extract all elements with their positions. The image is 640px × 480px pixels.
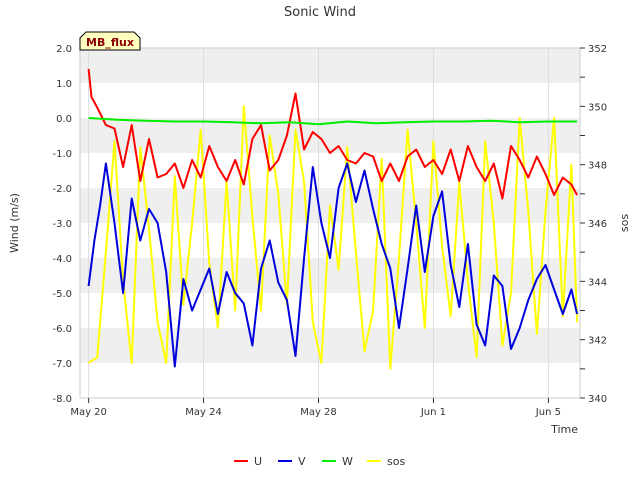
- legend-label: sos: [387, 455, 405, 468]
- y2-tick-label: 342: [588, 336, 607, 347]
- x-tick-label: May 20: [70, 407, 107, 418]
- x-axis-ticks: May 20 May 24 May 28 Jun 1 Jun 5: [70, 398, 561, 418]
- chart-title: Sonic Wind: [284, 5, 356, 20]
- y-tick-label: 2.0: [56, 44, 72, 55]
- y-tick-label: 1.0: [56, 79, 72, 90]
- badge-box: [79, 31, 141, 51]
- y-tick-label: -1.0: [52, 149, 72, 160]
- series-line-sos: [88, 105, 579, 370]
- grid-band: [80, 48, 580, 83]
- legend-item-u: U: [234, 455, 262, 468]
- legend-item-sos: sos: [367, 455, 405, 468]
- y-tick-label: -6.0: [52, 324, 72, 335]
- y-tick-label: -5.0: [52, 289, 72, 300]
- series-line-u: [87, 68, 578, 200]
- y2-tick-label: 344: [588, 277, 607, 288]
- badge: MB_flux: [79, 31, 141, 51]
- x-tick-label: May 24: [185, 407, 222, 418]
- y2-tick-label: 340: [588, 394, 607, 405]
- y2-axis-ticks: 352 350 348 346 344 342 340: [580, 44, 607, 405]
- y-axis-ticks: 2.0 1.0 0.0 -1.0 -2.0 -3.0 -4.0 -5.0 -6.0 -7.0 -8.…: [52, 44, 72, 405]
- y-tick-label: -8.0: [52, 394, 72, 405]
- legend-item-v: V: [278, 455, 306, 468]
- x-tick-label: May 28: [300, 407, 337, 418]
- badge-label: MB_flux: [86, 36, 134, 49]
- y-tick-label: -4.0: [52, 254, 72, 265]
- y2-axis-label: sos: [618, 214, 631, 232]
- x-tick-label: Jun 1: [420, 407, 446, 418]
- series-line-w: [88, 117, 578, 126]
- y2-tick-label: 352: [588, 44, 607, 55]
- y2-tick-label: 346: [588, 219, 607, 230]
- y2-tick-label: 350: [588, 102, 607, 113]
- y-tick-label: -7.0: [52, 359, 72, 370]
- y-tick-label: 0.0: [56, 114, 72, 125]
- series-line-v: [87, 162, 579, 368]
- x-axis-label: Time: [550, 423, 578, 436]
- y-axis-label: Wind (m/s): [8, 193, 21, 253]
- legend-item-w: W: [322, 455, 353, 468]
- series-lines: [87, 68, 579, 370]
- legend-label: W: [342, 455, 353, 468]
- y-tick-label: -2.0: [52, 184, 72, 195]
- grid-lines: [88, 48, 549, 398]
- x-tick-label: Jun 5: [535, 407, 561, 418]
- y2-tick-label: 348: [588, 161, 607, 172]
- y-tick-label: -3.0: [52, 219, 72, 230]
- legend-label: U: [254, 455, 262, 468]
- legend-label: V: [298, 455, 306, 468]
